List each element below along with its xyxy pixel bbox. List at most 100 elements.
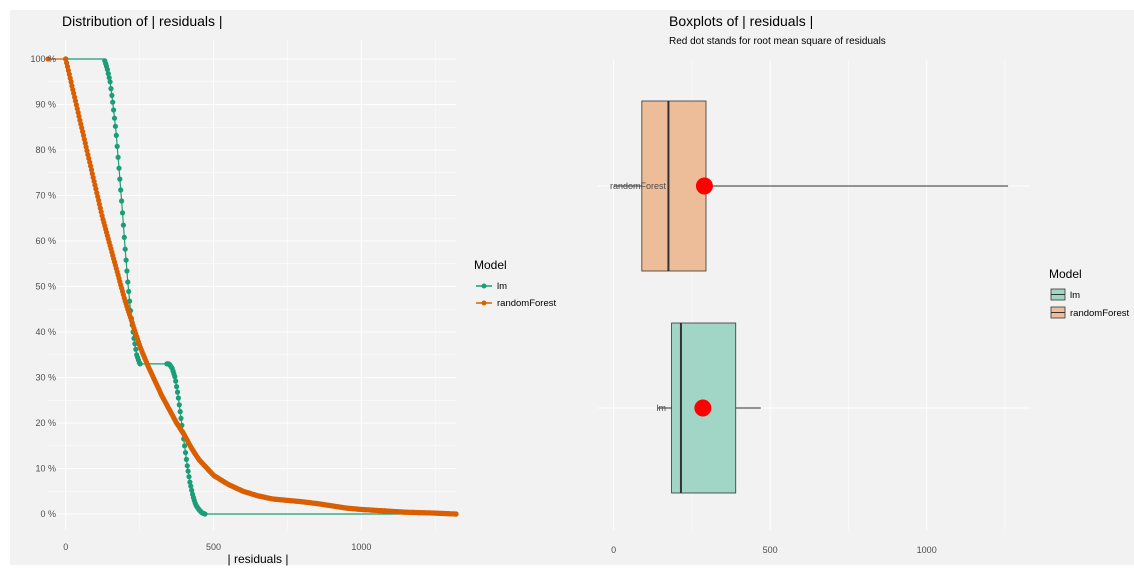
- left-y-tick-label: 60 %: [35, 236, 56, 246]
- right-category-labels: randomForest lm: [610, 181, 667, 413]
- data-point-lm: [111, 107, 117, 113]
- data-point-lm: [113, 132, 119, 138]
- data-point-lm: [183, 456, 189, 462]
- right-legend-key-randomforest: [1050, 306, 1066, 319]
- left-y-tick-label: 100 %: [30, 54, 56, 64]
- data-point-randomforest: [72, 98, 79, 104]
- left-legend-point-randomforest: [481, 300, 487, 306]
- data-point-lm: [176, 402, 182, 408]
- data-point-randomforest: [453, 511, 459, 517]
- left-x-tick-label: 500: [206, 542, 221, 552]
- data-point-lm: [177, 409, 183, 415]
- right-x-tick-label: 0: [611, 545, 616, 555]
- data-point-lm: [185, 468, 191, 474]
- rms-dot-lm: [694, 399, 712, 417]
- data-point-lm: [117, 176, 123, 182]
- data-point-randomforest: [80, 132, 87, 138]
- data-point-lm: [174, 389, 181, 395]
- data-point-lm: [107, 79, 113, 85]
- left-y-tick-label: 50 %: [35, 282, 56, 292]
- left-x-tick-label: 1000: [351, 542, 371, 552]
- left-panel-background: [10, 10, 570, 565]
- data-point-lm: [104, 66, 110, 73]
- data-point-lm: [119, 210, 126, 216]
- data-point-lm: [186, 474, 192, 480]
- left-legend-key-randomforest: [476, 300, 492, 306]
- data-point-lm: [115, 154, 121, 160]
- data-point-lm: [112, 123, 118, 129]
- right-legend-key-lm: [1050, 288, 1066, 301]
- data-point-lm: [121, 234, 127, 240]
- boxplot-randomforest: [613, 100, 1009, 272]
- data-point-randomforest: [96, 201, 102, 207]
- data-point-lm: [124, 268, 130, 274]
- left-y-tick-label: 30 %: [35, 373, 56, 383]
- left-y-tick-labels: 0 % 10 % 20 % 30 % 40 % 50 % 60 % 70 % 80 % 90 % 1…: [30, 54, 56, 519]
- data-point-lm: [122, 246, 128, 252]
- data-point-lm: [108, 86, 114, 92]
- right-legend-label-lm: lm: [1070, 290, 1080, 301]
- right-boxes-layer: [613, 100, 1009, 494]
- category-label-randomforest: randomForest: [610, 181, 667, 191]
- category-label-lm: lm: [657, 403, 667, 413]
- data-point-randomforest: [45, 56, 51, 62]
- data-point-randomforest: [64, 64, 71, 70]
- data-point-lm: [111, 115, 118, 121]
- rms-dot-randomforest: [695, 177, 713, 195]
- data-point-lm: [133, 346, 139, 352]
- left-legend-label-randomforest: randomForest: [497, 298, 556, 309]
- data-point-randomforest: [88, 167, 95, 173]
- left-y-tick-label: 90 %: [35, 100, 56, 110]
- left-y-tick-label: 20 %: [35, 418, 56, 428]
- data-point-lm: [173, 378, 179, 384]
- boxplot-lm: [657, 322, 761, 494]
- data-point-lm: [178, 415, 184, 421]
- left-x-tick-label: 0: [63, 542, 68, 552]
- data-point-lm: [202, 511, 208, 517]
- data-point-lm: [137, 361, 143, 367]
- left-chart-title: Distribution of | residuals |: [62, 13, 223, 29]
- right-chart-subtitle: Red dot stands for root mean square of r…: [669, 36, 886, 47]
- left-y-tick-label: 0 %: [40, 509, 56, 519]
- left-y-tick-label: 80 %: [35, 145, 56, 155]
- left-y-tick-label: 10 %: [35, 464, 56, 474]
- data-point-lm: [109, 92, 115, 98]
- left-legend-label-lm: lm: [497, 281, 507, 292]
- data-point-lm: [125, 279, 131, 285]
- right-legend-title: Model: [1049, 267, 1082, 281]
- left-x-axis-label: | residuals |: [228, 552, 289, 566]
- left-legend-point-lm: [481, 283, 487, 289]
- left-y-tick-label: 70 %: [35, 191, 56, 201]
- data-point-randomforest: [84, 148, 90, 154]
- data-point-randomforest: [68, 79, 74, 85]
- right-panel-background: [567, 10, 1134, 565]
- data-point-lm: [172, 374, 178, 380]
- data-point-lm: [127, 298, 133, 304]
- left-legend: Model lm randomForest: [474, 258, 556, 309]
- left-series-layer: [45, 56, 459, 517]
- data-point-lm: [184, 463, 190, 469]
- data-point-lm: [105, 71, 111, 77]
- data-point-lm: [182, 450, 189, 456]
- left-legend-key-lm: [476, 283, 492, 289]
- right-x-tick-label: 500: [763, 545, 778, 555]
- residual-boxplot-chart: Boxplots of | residuals | Red dot stands…: [567, 10, 1134, 565]
- data-point-lm: [126, 288, 132, 295]
- right-chart-title: Boxplots of | residuals |: [669, 13, 813, 29]
- data-point-lm: [106, 75, 112, 81]
- box-randomforest: [641, 100, 707, 272]
- left-legend-title: Model: [474, 258, 507, 272]
- data-point-lm: [189, 487, 195, 493]
- data-point-lm: [123, 257, 129, 263]
- right-x-tick-label: 1000: [917, 545, 937, 555]
- data-point-lm: [118, 187, 124, 193]
- data-point-lm: [116, 165, 122, 171]
- series-randomforest: [45, 56, 459, 517]
- right-legend-label-randomforest: randomForest: [1070, 308, 1129, 319]
- data-point-lm: [175, 395, 181, 401]
- data-point-lm: [119, 198, 125, 204]
- left-x-tick-labels: 0 500 1000: [63, 542, 371, 552]
- right-x-tick-labels: 0 500 1000: [611, 545, 937, 555]
- residual-distribution-chart: Distribution of | residuals | 0 % 10 % 20 …: [10, 10, 570, 566]
